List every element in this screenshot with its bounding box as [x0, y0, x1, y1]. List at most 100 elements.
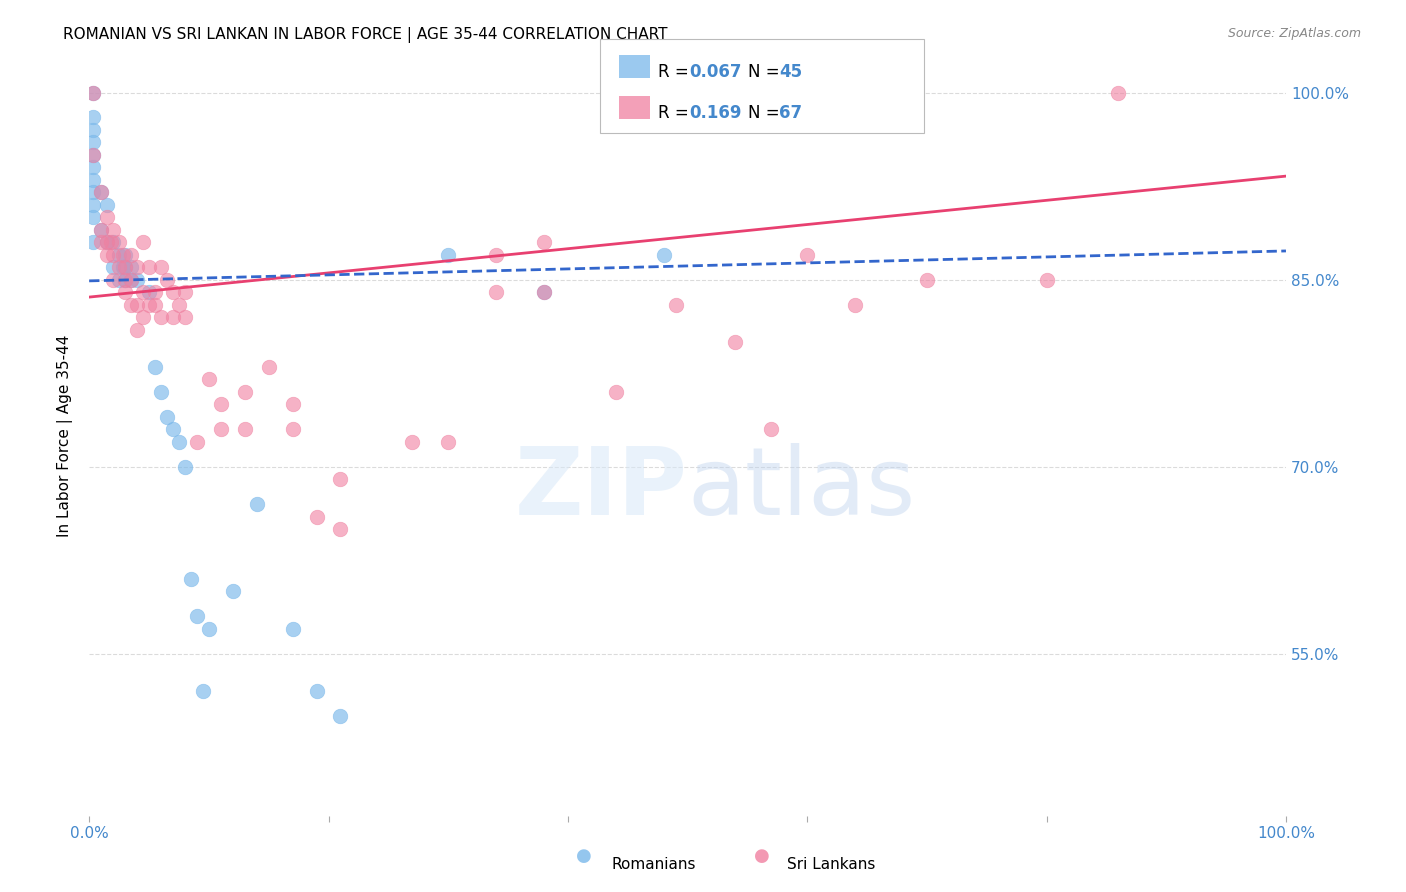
Point: [281, 622, 304, 636]
Point: [82, 161, 104, 175]
Text: ●: ●: [754, 847, 770, 865]
Point: [125, 272, 148, 286]
Point: [209, 397, 232, 411]
Point: [143, 285, 166, 299]
Point: [174, 310, 197, 324]
Point: [120, 272, 142, 286]
Text: Romanians: Romanians: [612, 857, 696, 872]
Point: [167, 434, 190, 449]
Y-axis label: In Labor Force | Age 35-44: In Labor Force | Age 35-44: [58, 334, 73, 537]
Point: [82, 148, 104, 162]
Point: [82, 111, 104, 125]
Point: [100, 235, 122, 250]
Point: [132, 285, 155, 299]
Point: [138, 260, 160, 275]
Point: [82, 235, 104, 250]
Point: [761, 422, 783, 436]
Point: [108, 235, 131, 250]
Text: atlas: atlas: [688, 442, 915, 535]
Point: [149, 310, 172, 324]
Text: ROMANIAN VS SRI LANKAN IN LABOR FORCE | AGE 35-44 CORRELATION CHART: ROMANIAN VS SRI LANKAN IN LABOR FORCE | …: [63, 27, 668, 43]
Point: [138, 285, 160, 299]
Point: [796, 248, 818, 262]
Point: [305, 509, 328, 524]
Point: [143, 359, 166, 374]
Point: [96, 198, 118, 212]
Point: [305, 684, 328, 698]
Point: [1035, 272, 1057, 286]
Point: [149, 260, 172, 275]
Point: [652, 248, 675, 262]
Text: 0.169: 0.169: [689, 104, 741, 122]
Point: [90, 223, 112, 237]
Point: [156, 409, 179, 424]
Text: 67: 67: [779, 104, 801, 122]
Point: [96, 211, 118, 225]
Text: ZIP: ZIP: [515, 442, 688, 535]
Point: [281, 422, 304, 436]
Point: [82, 186, 104, 200]
Text: Sri Lankans: Sri Lankans: [787, 857, 876, 872]
Point: [90, 186, 112, 200]
Point: [533, 285, 555, 299]
Point: [186, 434, 208, 449]
Point: [82, 86, 104, 100]
Point: [90, 186, 112, 200]
Point: [605, 384, 627, 399]
Point: [101, 223, 124, 237]
Point: [82, 136, 104, 150]
Point: [82, 211, 104, 225]
Point: [111, 260, 134, 275]
Point: [82, 148, 104, 162]
Point: [90, 235, 112, 250]
Point: [90, 223, 112, 237]
Point: [915, 272, 938, 286]
Point: [82, 123, 104, 137]
Point: [191, 684, 214, 698]
Point: [198, 622, 221, 636]
Point: [96, 235, 118, 250]
Point: [132, 310, 155, 324]
Point: [82, 86, 104, 100]
Point: [174, 285, 197, 299]
Text: Source: ZipAtlas.com: Source: ZipAtlas.com: [1227, 27, 1361, 40]
Point: [82, 173, 104, 187]
Point: [329, 709, 352, 723]
Point: [257, 359, 280, 374]
Point: [114, 272, 136, 286]
Point: [167, 297, 190, 311]
Point: [108, 248, 131, 262]
Point: [125, 260, 148, 275]
Point: [120, 297, 142, 311]
Point: [125, 322, 148, 336]
Text: ●: ●: [575, 847, 592, 865]
Point: [198, 372, 221, 386]
Point: [485, 285, 508, 299]
Point: [281, 397, 304, 411]
Point: [114, 272, 136, 286]
Point: [485, 248, 508, 262]
Point: [186, 609, 208, 624]
Text: N =: N =: [748, 104, 785, 122]
Point: [120, 248, 142, 262]
Point: [209, 422, 232, 436]
Point: [233, 422, 256, 436]
Text: R =: R =: [658, 63, 695, 81]
Point: [82, 198, 104, 212]
Text: 45: 45: [779, 63, 801, 81]
Point: [101, 235, 124, 250]
Point: [180, 572, 202, 586]
Point: [108, 260, 131, 275]
Point: [665, 297, 688, 311]
Point: [143, 297, 166, 311]
Point: [233, 384, 256, 399]
Point: [114, 285, 136, 299]
Point: [437, 434, 460, 449]
Point: [162, 422, 184, 436]
Point: [246, 497, 269, 511]
Point: [533, 235, 555, 250]
Text: R =: R =: [658, 104, 695, 122]
Point: [101, 272, 124, 286]
Point: [96, 235, 118, 250]
Point: [111, 248, 134, 262]
